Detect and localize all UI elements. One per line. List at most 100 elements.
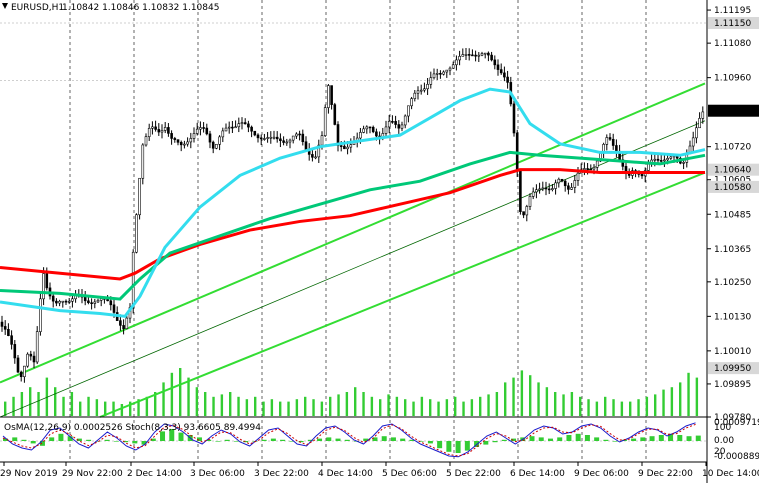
volume-bar <box>70 392 74 416</box>
osma-bar <box>344 439 350 441</box>
candle-body <box>429 77 433 85</box>
candle-body <box>701 111 705 119</box>
volume-bar <box>287 401 290 416</box>
dropdown-arrow-icon[interactable] <box>2 3 8 9</box>
volume-bar <box>395 396 399 416</box>
volume-bar <box>37 392 40 416</box>
candle-body <box>275 136 279 140</box>
candle-body <box>109 300 113 306</box>
volume-bar <box>670 387 674 416</box>
volume-bar <box>462 401 465 416</box>
candle-body <box>250 126 253 132</box>
osma-bar <box>584 435 590 441</box>
candle-body <box>663 159 666 162</box>
osma-bar <box>307 439 313 441</box>
osma-bar <box>446 441 452 452</box>
candle-body <box>64 300 68 303</box>
candle-body <box>659 160 663 162</box>
volume-bar <box>537 382 540 416</box>
osma-bar <box>529 436 535 441</box>
candle-body <box>173 138 177 140</box>
candle-body <box>605 137 609 145</box>
candle-body <box>525 206 529 216</box>
osma-bar <box>326 437 332 441</box>
volume-bar <box>312 399 315 416</box>
candle-body <box>583 168 586 170</box>
candle-body <box>477 54 481 57</box>
candle-body <box>0 321 4 327</box>
price-label-value: 1.11150 <box>714 19 751 29</box>
candle-body <box>448 67 452 71</box>
volume-bar <box>370 396 374 416</box>
volume-bar <box>437 401 440 416</box>
candle-body <box>157 129 161 133</box>
volume-bar <box>145 396 149 416</box>
candle-body <box>506 76 509 83</box>
candle-body <box>218 136 221 145</box>
osma-bar <box>141 441 147 445</box>
time-tick-label: 9 Dec 22:00 <box>638 469 693 479</box>
volume-bar <box>4 401 7 416</box>
candle-body <box>202 127 205 129</box>
volume-bar <box>595 401 599 416</box>
candle-body <box>58 300 61 304</box>
volume-bar <box>662 389 665 416</box>
volume-bar <box>104 401 107 416</box>
candle-body <box>234 126 237 129</box>
volume-bar <box>79 401 82 416</box>
volume-bar <box>329 396 332 416</box>
volume-bar <box>120 404 124 416</box>
price-labels: 1.11150 1.10845 1.10640 1.10580 1.09950 <box>708 17 759 375</box>
candle-body <box>426 84 429 90</box>
candle-body <box>327 85 330 108</box>
candle-body <box>407 105 410 117</box>
volume-bar <box>320 401 324 416</box>
candle-body <box>365 126 369 130</box>
volume-bar <box>204 392 207 416</box>
osma-bar <box>261 439 267 441</box>
candle-body <box>570 187 573 190</box>
osma-bar <box>76 438 82 441</box>
osma-bar <box>270 438 276 441</box>
osma-bar <box>695 435 701 441</box>
volume-bar <box>554 392 557 416</box>
volume-bar <box>20 392 24 416</box>
candle-body <box>35 331 39 363</box>
volume-bar <box>254 396 257 416</box>
osma-bar <box>566 435 572 441</box>
candle-body <box>349 144 353 148</box>
candle-body <box>397 124 401 129</box>
candle-body <box>435 73 439 75</box>
volume-bar <box>570 392 574 416</box>
osma-bar <box>113 441 119 442</box>
candle-body <box>221 130 225 138</box>
candle-body <box>167 127 170 134</box>
osma-bar <box>95 441 101 442</box>
candle-body <box>403 115 407 126</box>
volume-bar <box>87 396 90 416</box>
oscillator-pane <box>0 422 707 458</box>
osma-bar <box>58 433 64 441</box>
volume-bar <box>645 396 649 416</box>
candle-body <box>464 54 468 56</box>
volume-bar <box>637 399 640 416</box>
candle-body <box>455 59 458 66</box>
candle-body <box>362 128 365 133</box>
volume-bar <box>679 382 682 416</box>
osma-bar <box>612 441 618 442</box>
candle-body <box>247 123 250 128</box>
volume-bar <box>362 392 365 416</box>
osc-tick-label: 20 <box>714 447 726 457</box>
volume-bar <box>245 399 249 416</box>
osma-bar <box>169 429 175 441</box>
candle-body <box>589 168 593 171</box>
osma-bar <box>464 441 470 451</box>
candles <box>0 48 705 383</box>
candle-body <box>368 126 372 129</box>
candle-body <box>531 191 535 197</box>
candle-body <box>282 140 285 143</box>
volume-bar <box>195 387 199 416</box>
candle-body <box>45 273 49 289</box>
volume-bar <box>512 377 515 416</box>
